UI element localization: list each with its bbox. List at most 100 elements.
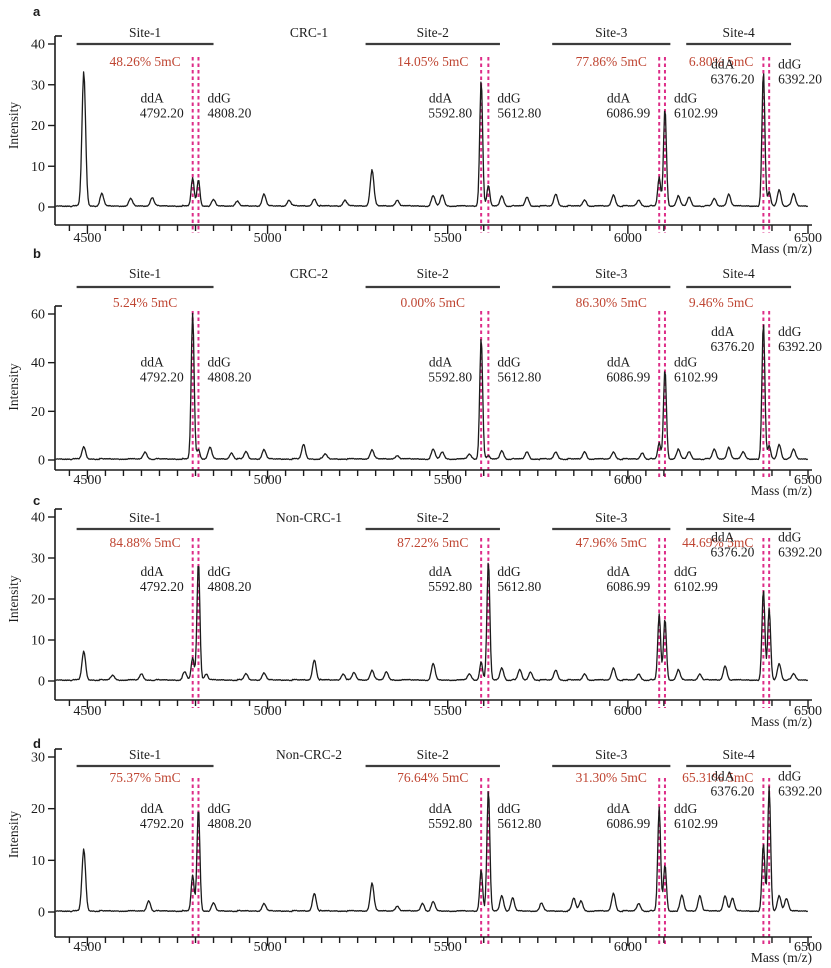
dda-mass-label: 6086.99 [606,816,650,831]
y-tick-label: 20 [31,802,45,817]
dda-mass-label: 5592.80 [428,106,472,121]
dda-mass-label: 5592.80 [428,816,472,831]
y-tick-label: 0 [38,906,45,921]
ddg-mass-label: 6102.99 [674,579,718,594]
y-axis-title: Intensity [6,811,21,858]
dda-mass-label: 6086.99 [606,370,650,385]
y-tick-label: 10 [31,854,45,869]
ddg-mass-label: 6392.20 [778,339,822,354]
spectrum-trace [55,71,809,208]
ddg-mass-label: 6102.99 [674,106,718,121]
ddg-mass-label: 4808.20 [207,579,251,594]
ddg-label: ddG [778,324,802,339]
ddg-label: ddG [497,91,520,106]
sample-label: Non-CRC-2 [276,747,342,762]
dda-mass-label: 5592.80 [428,579,472,594]
ddg-label: ddG [207,801,231,816]
percent-label: 5.24% 5mC [113,295,178,310]
y-tick-label: 40 [31,356,45,371]
ddg-label: ddG [207,355,231,370]
dda-label: ddA [140,801,164,816]
dda-label: ddA [607,564,631,579]
site-label: Site-2 [417,25,449,40]
ddg-mass-label: 5612.80 [497,816,541,831]
site-label: Site-1 [129,266,161,281]
dda-label: ddA [711,324,735,339]
x-tick-label: 4500 [73,704,101,719]
ddg-mass-label: 5612.80 [497,106,541,121]
ddg-label: ddG [207,564,231,579]
ddg-mass-label: 5612.80 [497,579,541,594]
site-label: Site-1 [129,510,161,525]
x-axis-title: Mass (m/z) [751,241,812,256]
dda-label: ddA [429,355,453,370]
dda-label: ddA [429,801,453,816]
dda-mass-label: 6376.20 [711,339,755,354]
percent-label: 48.26% 5mC [109,54,180,69]
dda-mass-label: 6376.20 [711,545,755,560]
dda-mass-label: 6376.20 [711,71,755,86]
x-tick-label: 5500 [434,704,462,719]
site-label: Site-4 [723,266,755,281]
dda-label: ddA [140,564,164,579]
dda-label: ddA [429,564,453,579]
dda-mass-label: 6086.99 [606,106,650,121]
ddg-label: ddG [778,768,802,783]
y-tick-label: 0 [38,675,45,690]
sample-label: CRC-2 [290,266,328,281]
ddg-label: ddG [674,564,698,579]
dda-mass-label: 6376.20 [711,783,755,798]
x-tick-label: 5000 [254,231,282,246]
panel-letter: b [33,246,41,261]
y-tick-label: 20 [31,119,45,134]
ddg-label: ddG [778,56,802,71]
y-tick-label: 10 [31,634,45,649]
x-tick-label: 6500 [794,231,822,246]
dda-label: ddA [607,801,631,816]
spectrum-trace [55,312,809,461]
dda-label: ddA [429,91,453,106]
x-tick-label: 4500 [73,473,101,488]
site-label: Site-2 [417,510,449,525]
x-tick-label: 6500 [794,940,822,955]
x-tick-label: 4500 [73,940,101,955]
site-label: Site-3 [595,266,627,281]
ddg-mass-label: 5612.80 [497,370,541,385]
percent-label: 86.30% 5mC [576,295,647,310]
panel-letter: c [33,493,40,508]
ddg-mass-label: 6102.99 [674,370,718,385]
panel-letter: a [33,4,41,19]
y-tick-label: 60 [31,308,45,323]
spectrum-trace [55,786,809,913]
ddg-label: ddG [207,91,231,106]
site-label: Site-3 [595,25,627,40]
ddg-label: ddG [497,355,520,370]
spectrum-trace [55,562,809,682]
ddg-mass-label: 6392.20 [778,71,822,86]
site-label: Site-3 [595,747,627,762]
panel-a: Site-1 48.26% 5mC Site-2 14.05% 5mC Site-3 77… [6,4,822,256]
percent-label: 47.96% 5mC [576,535,647,550]
panel-d: Site-1 75.37% 5mC Site-2 76.64% 5mC Site-3 31… [6,736,822,965]
x-tick-label: 5000 [254,704,282,719]
y-tick-label: 0 [38,201,45,216]
dda-label: ddA [711,768,735,783]
x-tick-label: 5000 [254,940,282,955]
y-tick-label: 0 [38,454,45,469]
x-axis-title: Mass (m/z) [751,714,812,729]
x-tick-label: 6000 [614,473,642,488]
ddg-mass-label: 6392.20 [778,545,822,560]
site-label: Site-2 [417,747,449,762]
dda-mass-label: 4792.20 [140,816,184,831]
x-tick-label: 6500 [794,704,822,719]
ddg-label: ddG [778,530,802,545]
sample-label: Non-CRC-1 [276,510,342,525]
y-tick-label: 10 [31,160,45,175]
sample-label: CRC-1 [290,25,328,40]
dda-mass-label: 4792.20 [140,106,184,121]
panel-letter: d [33,736,41,751]
percent-label: 75.37% 5mC [109,770,180,785]
percent-label: 84.88% 5mC [109,535,180,550]
